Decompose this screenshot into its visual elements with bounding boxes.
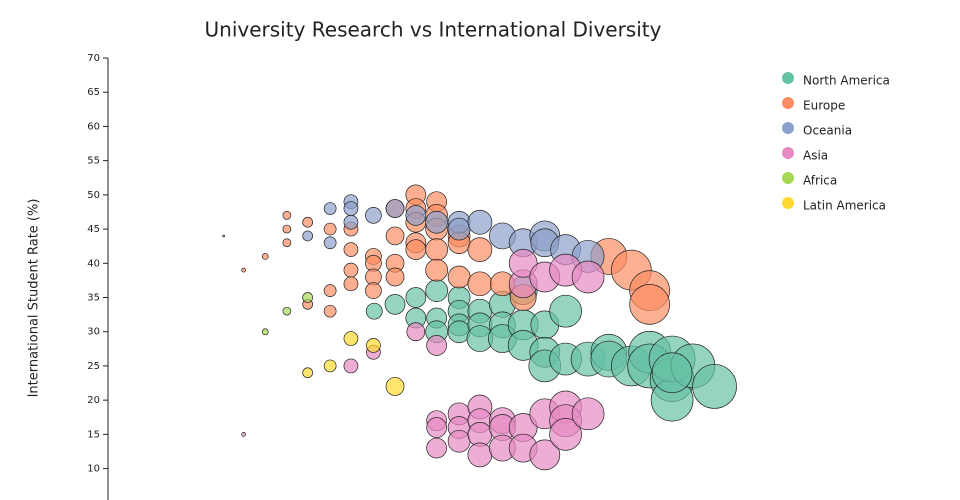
bubble	[323, 202, 337, 215]
bubble	[426, 437, 447, 459]
bubble	[343, 276, 359, 292]
legend-label: Latin America	[803, 199, 886, 213]
bubble	[385, 377, 405, 396]
bubble	[365, 302, 383, 320]
legend-swatch	[782, 172, 794, 184]
bubble	[343, 201, 359, 216]
bubble	[467, 271, 493, 297]
legend-label: Asia	[803, 149, 828, 163]
bubble	[282, 211, 292, 220]
legend-swatch	[782, 122, 794, 134]
y-tick-label: 15	[87, 429, 100, 440]
y-tick-label: 25	[87, 361, 100, 372]
bubble	[282, 238, 292, 248]
bubble	[302, 216, 314, 228]
bubble	[447, 265, 471, 289]
bubble	[629, 283, 670, 325]
bubble	[571, 260, 605, 294]
bubble	[406, 322, 426, 342]
bubble	[241, 267, 246, 273]
legend-label: North America	[803, 74, 890, 88]
y-tick-label: 45	[87, 224, 100, 235]
legend-swatch	[782, 97, 794, 109]
y-tick-label: 65	[87, 87, 100, 98]
bubble	[365, 282, 382, 300]
chart-title: University Research vs International Div…	[205, 18, 662, 42]
bubble	[343, 214, 359, 230]
bubble	[549, 418, 582, 451]
bubble	[385, 226, 405, 246]
legend-label: Europe	[803, 99, 845, 113]
bubble	[425, 238, 448, 261]
bubble	[323, 222, 337, 236]
bubble	[282, 224, 292, 234]
y-tick-label: 50	[87, 190, 100, 201]
bubble	[447, 429, 471, 453]
bubble	[343, 358, 359, 374]
bubble	[549, 294, 582, 328]
legend-label: Africa	[803, 174, 837, 188]
y-tick-label: 35	[87, 293, 100, 304]
bubble	[323, 284, 337, 298]
bubble	[323, 304, 337, 318]
y-axis-label: International Student Rate (%)	[27, 199, 42, 398]
bubble	[366, 338, 381, 353]
bubble	[467, 237, 493, 262]
bubble	[651, 352, 693, 394]
bubble	[323, 236, 337, 250]
legend-label: Oceania	[803, 124, 852, 138]
bubble	[467, 209, 493, 235]
bubble	[467, 442, 493, 468]
bubble	[405, 239, 427, 260]
bubble	[302, 367, 314, 379]
bubble	[261, 328, 269, 336]
bubble	[508, 248, 538, 278]
bubble	[241, 432, 246, 437]
legend-swatch	[782, 197, 794, 209]
bubble	[405, 287, 427, 308]
y-tick-label: 60	[87, 121, 100, 132]
bubble	[365, 207, 382, 224]
bubble	[426, 417, 447, 438]
bubble	[282, 306, 292, 316]
bubble	[425, 258, 448, 282]
bubble	[571, 397, 605, 431]
y-tick-label: 70	[87, 53, 100, 64]
bubble	[343, 242, 359, 257]
bubble	[385, 267, 405, 287]
bubble	[692, 364, 737, 409]
bubble	[343, 331, 359, 346]
bubble	[384, 293, 406, 315]
bubble	[447, 217, 471, 241]
y-tick-label: 10	[87, 464, 100, 475]
bubble	[405, 205, 427, 226]
bubble	[425, 279, 448, 303]
bubble	[261, 253, 269, 260]
bubble	[529, 439, 561, 471]
bubble	[323, 359, 337, 373]
legend-swatch	[782, 72, 794, 84]
bubble	[302, 292, 314, 303]
y-tick-label: 30	[87, 327, 100, 338]
y-tick-label: 40	[87, 258, 100, 269]
y-tick-label: 55	[87, 156, 100, 167]
legend-swatch	[782, 147, 794, 159]
bubble	[222, 234, 225, 238]
bubble	[302, 230, 314, 242]
bubble	[426, 335, 447, 356]
bubble	[425, 210, 448, 234]
bubble	[343, 262, 359, 278]
y-tick-label: 20	[87, 395, 100, 406]
bubble	[385, 199, 405, 218]
